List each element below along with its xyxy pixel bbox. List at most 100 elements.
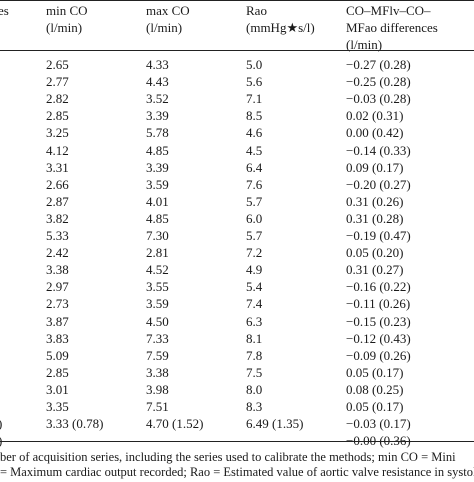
- header-max-co-line: max CO: [146, 3, 190, 18]
- cell-co-difference: −0.27 (0.28): [346, 57, 411, 72]
- cell-co-difference: 0.31 (0.26): [346, 193, 404, 209]
- header-rao-line: Rao: [246, 3, 267, 18]
- cell-min-co: 2.65: [46, 57, 69, 72]
- cell-min-co: 5.33: [46, 228, 69, 243]
- header-series-count: es: [0, 2, 9, 19]
- cell-rao: 7.6: [246, 176, 263, 192]
- cell-max-co: 7.33: [146, 330, 169, 346]
- cell-co-difference: −0.11 (0.26): [346, 296, 411, 312]
- cell-min-co: 2.82: [46, 91, 69, 107]
- cell-min-co: 4.12: [46, 142, 69, 158]
- cell-max-co: 4.33: [146, 57, 169, 72]
- cell-co-difference: 0.09 (0.17): [346, 159, 404, 175]
- header-min-co-line: min CO: [46, 3, 88, 18]
- cell-max-co: 4.43: [146, 74, 169, 90]
- header-min-co-line: (l/min): [46, 20, 83, 35]
- cell-rao: 6.3: [246, 313, 263, 329]
- table-footnote-line-2: = Maximum cardiac output recorded; Rao =…: [0, 465, 474, 479]
- cell-co-difference: −0.12 (0.43): [346, 330, 411, 346]
- cell-max-co: 3.55: [146, 279, 169, 295]
- cell-max-co: 3.39: [146, 159, 169, 175]
- cell-max-co: 3.39: [146, 108, 169, 124]
- cell-rao: 4.5: [246, 142, 263, 158]
- cell-max-co: 3.38: [146, 364, 169, 380]
- cell-max-co: 4.52: [146, 262, 169, 278]
- table-bottom-rule: [0, 441, 474, 442]
- cell-max-co: 7.59: [146, 347, 169, 363]
- cell-max-co: 7.51: [146, 399, 169, 414]
- cell-min-co: 2.97: [46, 279, 69, 295]
- header-co-difference-line: MFao differences: [346, 20, 438, 35]
- cell-co-difference: 0.05 (0.17): [346, 399, 404, 414]
- cell-rao: 7.4: [246, 296, 263, 312]
- header-series-count-line: es: [0, 3, 9, 18]
- cell-max-co: 4.85: [146, 142, 169, 158]
- cell-min-co: 3.87: [46, 313, 69, 329]
- cell-rao: 5.7: [246, 193, 263, 209]
- cell-series-count: ): [0, 416, 2, 432]
- cell-min-co: 2.73: [46, 296, 69, 312]
- cell-rao: 8.5: [246, 108, 263, 124]
- cell-co-difference: −0.03 (0.17): [346, 416, 411, 432]
- cell-max-co: 4.70 (1.52): [146, 416, 204, 432]
- cell-co-difference: 0.08 (0.25): [346, 381, 404, 397]
- table-top-rule: [0, 0, 474, 1]
- cell-rao: 4.9: [246, 262, 263, 278]
- cell-max-co: 7.30: [146, 228, 169, 243]
- header-co-difference-line: (l/min): [346, 37, 383, 52]
- header-co-difference: CO–MFlv–CO– MFao differences (l/min): [346, 2, 438, 53]
- cell-rao: 5.6: [246, 74, 263, 90]
- cell-max-co: 4.50: [146, 313, 169, 329]
- cell-max-co: 2.81: [146, 245, 169, 261]
- cell-max-co: 4.01: [146, 193, 169, 209]
- cell-min-co: 2.85: [46, 108, 69, 124]
- cell-min-co: 2.85: [46, 364, 69, 380]
- cell-rao: 8.0: [246, 381, 263, 397]
- cell-min-co: 3.83: [46, 330, 69, 346]
- cell-min-co: 3.35: [46, 399, 69, 414]
- cell-co-difference: −0.09 (0.26): [346, 347, 411, 363]
- cell-max-co: 3.59: [146, 296, 169, 312]
- cell-max-co: 3.59: [146, 176, 169, 192]
- table-footnote-line-1: ber of acquisition series, including the…: [0, 450, 456, 464]
- header-rao: Rao (mmHg★s/l): [246, 2, 315, 36]
- cell-co-difference: −0.19 (0.47): [346, 228, 411, 243]
- cell-min-co: 3.25: [46, 125, 69, 141]
- cell-co-difference: 0.02 (0.31): [346, 108, 404, 124]
- cell-co-difference: −0.25 (0.28): [346, 74, 411, 90]
- cell-min-co: 3.33 (0.78): [46, 416, 104, 432]
- cell-min-co: 3.38: [46, 262, 69, 278]
- cell-min-co: 3.31: [46, 159, 69, 175]
- cell-min-co: 2.42: [46, 245, 69, 261]
- cell-min-co: 2.66: [46, 176, 69, 192]
- cell-co-difference: 0.05 (0.17): [346, 364, 404, 380]
- header-max-co-line: (l/min): [146, 20, 183, 35]
- cell-rao: 7.8: [246, 347, 263, 363]
- cell-co-difference: −0.03 (0.28): [346, 91, 411, 107]
- cell-co-difference: 0.31 (0.28): [346, 210, 404, 226]
- cell-min-co: 3.82: [46, 210, 69, 226]
- cell-co-difference: 0.31 (0.27): [346, 262, 404, 278]
- cell-max-co: 3.52: [146, 91, 169, 107]
- cell-min-co: 5.09: [46, 347, 69, 363]
- cell-max-co: 4.85: [146, 210, 169, 226]
- header-rao-line: (mmHg★s/l): [246, 20, 315, 35]
- cell-rao: 6.0: [246, 210, 263, 226]
- cell-rao: 5.0: [246, 57, 263, 72]
- header-min-co: min CO (l/min): [46, 2, 88, 36]
- cell-rao: 4.6: [246, 125, 263, 141]
- cell-rao: 6.4: [246, 159, 263, 175]
- header-co-difference-line: CO–MFlv–CO–: [346, 3, 431, 18]
- cell-co-difference: −0.15 (0.23): [346, 313, 411, 329]
- cell-max-co: 3.98: [146, 381, 169, 397]
- cell-rao: 7.5: [246, 364, 263, 380]
- cell-min-co: 2.87: [46, 193, 69, 209]
- cell-rao: 8.3: [246, 399, 263, 414]
- cell-co-difference: −0.00 (0.36): [346, 433, 411, 449]
- cell-co-difference: −0.14 (0.33): [346, 142, 411, 158]
- cell-rao: 8.1: [246, 330, 263, 346]
- cell-rao: 6.49 (1.35): [246, 416, 304, 432]
- cell-rao: 7.2: [246, 245, 263, 261]
- header-max-co: max CO (l/min): [146, 2, 190, 36]
- cell-co-difference: −0.20 (0.27): [346, 176, 411, 192]
